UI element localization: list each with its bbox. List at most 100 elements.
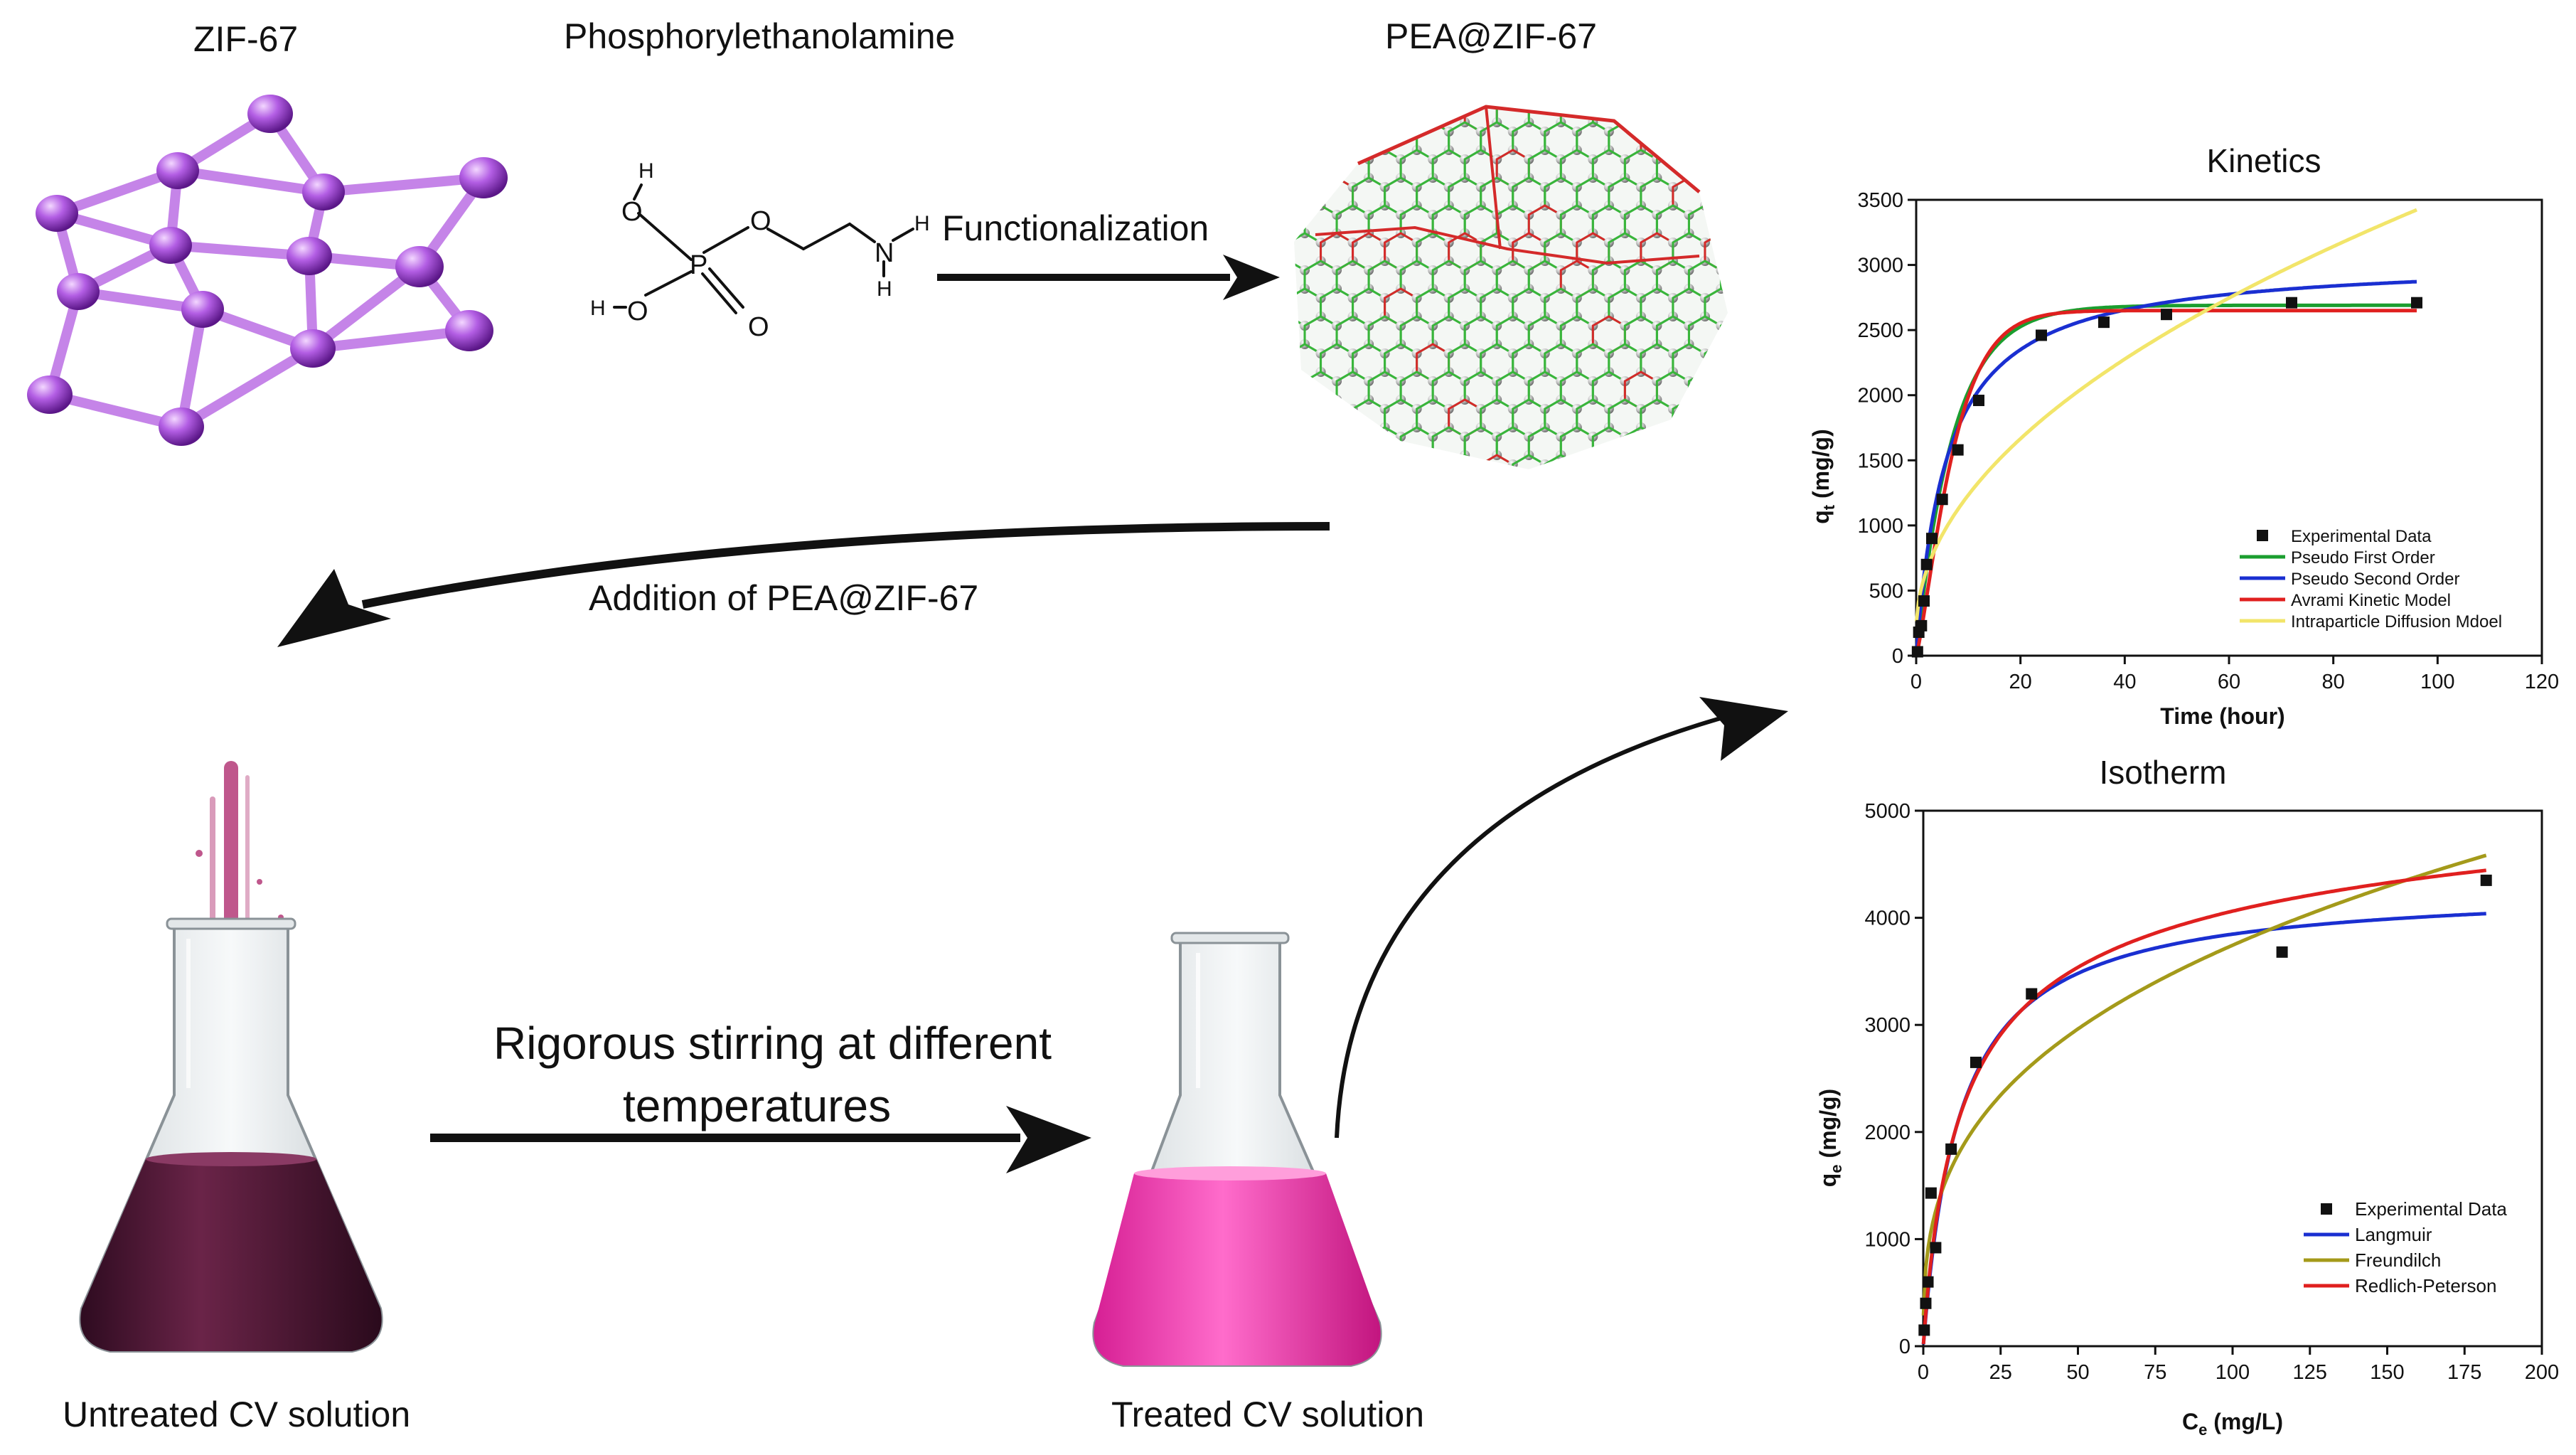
cage-atom [1284, 311, 1294, 321]
cage-atom [1540, 90, 1550, 100]
cage-ring [1623, 426, 1658, 466]
kinetics-x-label: Time (hour) [2160, 703, 2284, 729]
cage-atom [1380, 90, 1390, 100]
cage-ring [1657, 483, 1689, 484]
y-tick-label: 0 [1892, 645, 1903, 668]
cage-atom [1300, 432, 1310, 442]
cage-atom [1556, 107, 1566, 109]
y-tick-label: 5000 [1864, 800, 1910, 823]
cage-ring [1416, 454, 1450, 469]
cage-ring [1273, 483, 1305, 484]
cage-ring [1294, 426, 1306, 466]
cage-atom [1347, 404, 1358, 414]
cage-atom [1316, 90, 1326, 100]
untreated-flask-illustration [79, 761, 383, 1353]
cage-ring [1704, 343, 1728, 383]
data-point [1918, 1324, 1930, 1336]
cage-atom [1428, 117, 1438, 127]
atom-n-amine: N [875, 238, 894, 268]
atom-h-amine-bottom: H [877, 277, 892, 301]
cage-ring [1320, 454, 1354, 469]
cage-atom [1347, 459, 1358, 469]
cage-atom [1300, 210, 1310, 220]
cage-ring [1352, 454, 1386, 469]
legend-label-ipd: Intraparticle Diffusion Mdoel [2291, 612, 2502, 631]
legend-label-experimental: Experimental Data [2291, 527, 2432, 546]
cage-atom [1748, 265, 1756, 275]
cage-ring [1448, 454, 1482, 469]
curved-arrow-to-charts [1335, 697, 1788, 1139]
cage-ring [1719, 149, 1728, 188]
cage-ring [1737, 455, 1756, 484]
cage-ring [1672, 121, 1706, 161]
cage-atom [1347, 127, 1358, 137]
cage-ring [1294, 121, 1322, 161]
cage-ring [1753, 95, 1756, 132]
fit-curve-pso [1914, 279, 2417, 653]
cage-atom [1652, 117, 1662, 127]
isotherm-x-label: Ce (mg/L) [2182, 1409, 2283, 1439]
cage-atom [1668, 90, 1678, 100]
cage-atom [1732, 90, 1742, 100]
cage-ring [1640, 454, 1674, 469]
data-point [1973, 395, 1984, 407]
cage-ring [1433, 483, 1465, 484]
cage-ring [1719, 204, 1728, 244]
cage-atom [1508, 90, 1518, 100]
cage-ring [1273, 400, 1289, 437]
isotherm-y-label: qe (mg/g) [1815, 1089, 1845, 1187]
legend-label-pfo: Pseudo First Order [2291, 548, 2435, 567]
cage-atom [1380, 478, 1390, 484]
cage-atom [1732, 459, 1742, 469]
cage-ring [1529, 483, 1561, 484]
cage-atom [1732, 367, 1742, 377]
cage-ring [1481, 85, 1513, 104]
cage-atom [1540, 478, 1550, 484]
cage-ring [1753, 206, 1756, 242]
cage-atom [1347, 422, 1358, 432]
cage-atom [1699, 367, 1710, 377]
cage-ring [1273, 289, 1289, 326]
cage-atom [1732, 127, 1742, 137]
cage-atom [1572, 478, 1582, 484]
atom-o-double: O [748, 312, 769, 342]
cage-ring [1367, 107, 1402, 133]
cage-atom [1748, 154, 1756, 164]
cage-ring [1303, 149, 1338, 188]
cage-atom [1284, 127, 1294, 137]
cage-atom [1667, 145, 1678, 155]
fit-curve-pfo [1914, 303, 2417, 654]
cage-ring [1303, 426, 1338, 466]
cage-ring [1719, 426, 1728, 466]
cage-atom [1284, 145, 1294, 155]
cage-atom [1716, 173, 1726, 183]
atom-o-hydroxyl-top: O [621, 197, 643, 227]
atom-p-phosphorus: P [690, 250, 707, 280]
cage-ring [1513, 85, 1545, 104]
data-point [1926, 533, 1938, 545]
cage-ring [1753, 483, 1756, 484]
cage-atom [1332, 395, 1342, 405]
data-point [1925, 1187, 1937, 1199]
y-tick-label: 2500 [1857, 319, 1903, 342]
cage-ring [1737, 233, 1756, 270]
cage-atom [1364, 432, 1374, 442]
cage-atom [1699, 422, 1710, 432]
cage-ring [1704, 121, 1728, 161]
legend-label-rp: Redlich-Peterson [2355, 1275, 2496, 1296]
cage-ring [1480, 454, 1514, 469]
x-tick-label: 60 [2218, 671, 2240, 693]
functionalization-arrow [937, 255, 1280, 300]
addition-label: Addition of PEA@ZIF-67 [589, 578, 979, 618]
cage-atom [1732, 404, 1742, 414]
cage-atom [1635, 459, 1646, 469]
y-tick-label: 1500 [1857, 449, 1903, 472]
cage-atom [1748, 376, 1756, 386]
data-point [1930, 1242, 1942, 1254]
cage-atom [1652, 450, 1662, 460]
cage-atom [1364, 450, 1374, 460]
y-tick-label: 1000 [1857, 515, 1903, 538]
cage-atom [1364, 107, 1374, 109]
cage-ring [1609, 85, 1641, 104]
cage-atom [1652, 107, 1662, 109]
